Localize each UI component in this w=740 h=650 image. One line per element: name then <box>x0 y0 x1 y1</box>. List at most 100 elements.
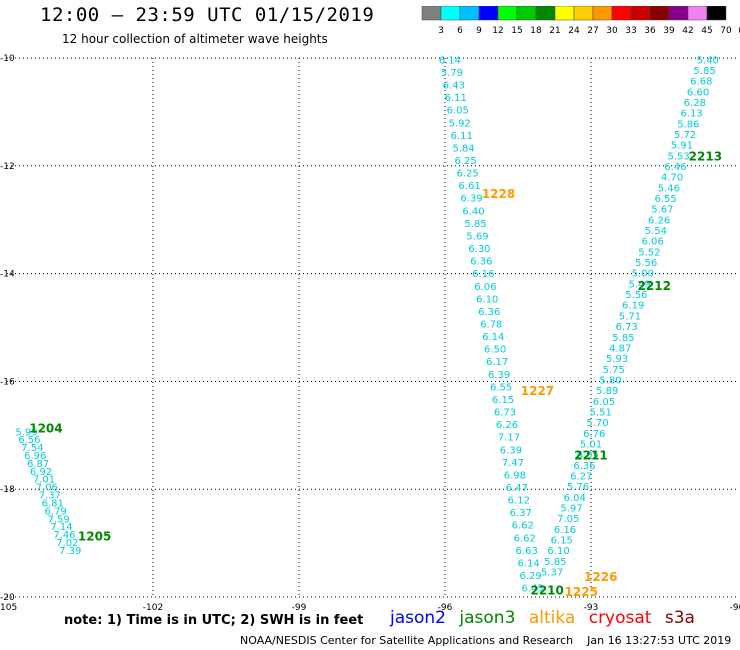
wave-height-value: 6.06 <box>642 237 664 248</box>
wave-height-value: 6.26 <box>496 420 518 431</box>
wave-height-value: 6.26 <box>648 215 670 226</box>
colorbar-label: 39 <box>663 26 675 36</box>
wave-height-value: 6.30 <box>468 244 490 255</box>
colorbar-label: 42 <box>682 26 693 36</box>
wave-height-value: 6.05 <box>593 397 615 408</box>
wave-height-value: 6.19 <box>622 301 644 312</box>
wave-height-value: 5.85 <box>612 333 634 344</box>
credit-line: NOAA/NESDIS Center for Satellite Applica… <box>240 634 731 647</box>
x-tick-label: -102 <box>143 603 163 613</box>
chart-subtitle: 12 hour collection of altimeter wave hei… <box>62 32 328 46</box>
colorbar-label: 36 <box>644 26 656 36</box>
wave-height-value: 6.87 <box>27 459 49 470</box>
wave-height-value: 7.46 <box>53 530 75 541</box>
x-tick-label: -90 <box>730 603 740 613</box>
wave-height-value: 6.96 <box>24 451 46 462</box>
wave-height-value: 5.40 <box>697 55 719 66</box>
colorbar-label: 70 <box>720 26 732 36</box>
wave-height-value: 6.60 <box>687 87 709 98</box>
wave-height-value: 6.92 <box>30 467 52 478</box>
wave-height-value: 4.70 <box>661 173 683 184</box>
wave-height-value: 6.06 <box>474 282 496 293</box>
credit-text: NOAA/NESDIS Center for Satellite Applica… <box>240 634 574 647</box>
wave-height-value: 5.91 <box>671 141 693 152</box>
wave-height-value: 6.17 <box>486 357 508 368</box>
wave-height-value: 6.62 <box>514 533 536 544</box>
wave-height-value: 7.06 <box>36 483 58 494</box>
wave-height-value: 6.56 <box>18 435 40 446</box>
colorbar-label: 15 <box>511 26 522 36</box>
y-tick-label: -14 <box>0 270 15 280</box>
wave-height-value: 6.10 <box>476 294 498 305</box>
colorbar-label: 24 <box>568 26 580 36</box>
legend-jason3: jason3 <box>459 608 516 628</box>
wave-height-value: 6.76 <box>583 429 605 440</box>
wave-height-value: 6.40 <box>462 206 484 217</box>
wave-height-value: 6.46 <box>664 162 686 173</box>
wave-height-value: 5.89 <box>596 386 618 397</box>
time-label: 2211 <box>574 449 607 463</box>
wave-height-value: 5.99 <box>15 427 37 438</box>
wave-height-value: 7.17 <box>498 433 520 444</box>
wave-height-value: 7.05 <box>557 514 579 525</box>
wave-height-value: 6.16 <box>554 525 576 536</box>
legend-cryosat: cryosat <box>588 608 652 628</box>
legend-s3a: s3a <box>664 608 695 628</box>
time-label: 1205 <box>78 529 111 543</box>
wave-height-value: 6.05 <box>447 106 469 117</box>
wave-height-value: 7.02 <box>56 538 78 549</box>
colorbar-label: 3 <box>438 26 444 36</box>
wave-height-value: 6.55 <box>490 382 512 393</box>
wave-height-value: 6.37 <box>510 508 532 519</box>
wave-height-value: 6.61 <box>458 181 480 192</box>
wave-height-value: 5.80 <box>599 375 621 386</box>
wave-height-value: 6.13 <box>680 109 702 120</box>
wave-height-value: 6.25 <box>454 156 476 167</box>
wave-height-value: 5.54 <box>645 226 667 237</box>
wave-height-value: 5.79 <box>441 68 463 79</box>
wave-height-value: 7.01 <box>33 475 55 486</box>
wave-height-value: 5.86 <box>677 119 699 130</box>
wave-height-value: 7.59 <box>47 514 69 525</box>
wave-height-value: 6.14 <box>482 332 504 343</box>
time-label: 1228 <box>482 187 515 201</box>
wave-height-value: 6.11 <box>451 131 473 142</box>
time-label: 1226 <box>584 570 617 584</box>
colorbar-label: 45 <box>701 26 712 36</box>
wave-height-value: 6.47 <box>506 483 528 494</box>
colorbar-label: 6 <box>457 26 463 36</box>
wave-height-value: 5.49 <box>629 279 651 290</box>
wave-height-value: 7.39 <box>59 546 81 557</box>
wave-height-value: 6.14 <box>439 55 461 66</box>
wave-height-value: 6.16 <box>472 269 494 280</box>
wave-height-value: 5.75 <box>603 365 625 376</box>
legend-altika: altika <box>528 608 576 628</box>
wave-height-value: 6.05 <box>577 450 599 461</box>
colorbar-label: 30 <box>606 26 618 36</box>
y-tick-label: -18 <box>0 485 15 495</box>
colorbar-label: (ft) <box>738 26 740 36</box>
wave-height-value: 7.37 <box>39 491 61 502</box>
wave-height-value: 5.69 <box>466 231 488 242</box>
wave-height-value: 7.54 <box>21 443 43 454</box>
wave-height-value: 5.53 <box>667 151 689 162</box>
colorbar-label: 9 <box>476 26 482 36</box>
wave-height-value: 6.78 <box>480 320 502 331</box>
wave-height-value: 7.14 <box>50 522 72 533</box>
chart-title: 12:00 – 23:59 UTC 01/15/2019 <box>40 4 375 26</box>
wave-height-value: 5.85 <box>693 66 715 77</box>
wave-height-value: 5.97 <box>560 503 582 514</box>
time-label: 1227 <box>521 384 554 398</box>
wave-height-value: 6.36 <box>573 461 595 472</box>
time-label: 2212 <box>638 279 671 293</box>
wave-height-value: 6.29 <box>519 571 541 582</box>
wave-height-value: 5.37 <box>541 567 563 578</box>
wave-height-value: 6.36 <box>478 307 500 318</box>
wave-height-value: 5.01 <box>580 439 602 450</box>
wave-height-value: 6.45 <box>521 584 543 595</box>
wave-height-value: 5.93 <box>606 354 628 365</box>
time-label: 2213 <box>689 149 722 163</box>
colorbar-label: 33 <box>625 26 636 36</box>
wave-height-value: 5.46 <box>658 183 680 194</box>
